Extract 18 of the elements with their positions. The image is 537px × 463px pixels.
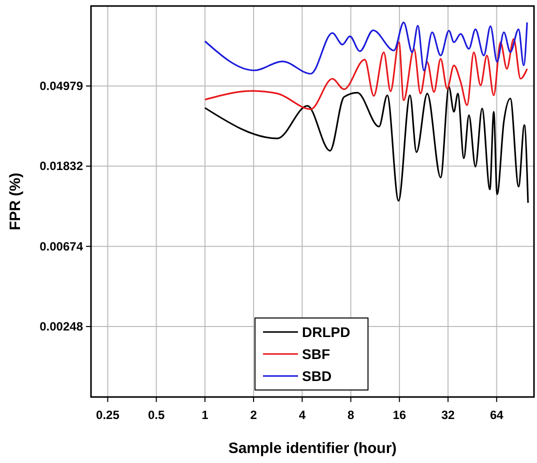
y-tick-label: 0.04979 (40, 78, 84, 93)
y-axis-title: FPR (%) (7, 172, 24, 230)
x-tick-label: 2 (250, 408, 258, 422)
x-tick-label: 16 (392, 408, 406, 422)
legend-label: DRLPD (302, 324, 350, 340)
x-tick-label: 0.25 (96, 408, 120, 422)
x-tick-label: 1 (202, 408, 209, 422)
legend-label: SBF (302, 346, 330, 362)
x-tick-label: 0.5 (148, 408, 165, 422)
x-tick-label: 64 (490, 408, 504, 422)
x-tick-label: 8 (347, 408, 354, 422)
y-tick-label: 0.00674 (40, 239, 84, 254)
x-axis-title: Sample identifier (hour) (228, 440, 397, 457)
y-tick-label: 0.00248 (40, 320, 84, 334)
x-tick-label: 32 (441, 408, 456, 422)
x-tick-label: 4 (298, 408, 306, 422)
y-tick-label: 0.01832 (40, 159, 84, 174)
legend-label: SBD (302, 368, 332, 384)
